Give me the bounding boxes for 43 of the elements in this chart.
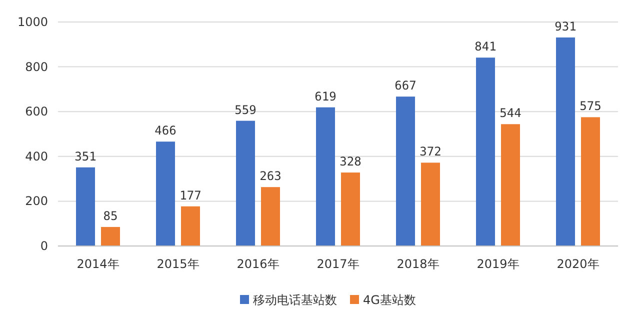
- bar: [76, 167, 95, 246]
- x-tick-label: 2016年: [236, 257, 280, 271]
- data-label: 544: [500, 106, 522, 120]
- y-tick-label: 800: [25, 60, 48, 74]
- bar: [501, 124, 520, 246]
- bar: [396, 96, 415, 246]
- bar: [156, 142, 175, 246]
- y-tick-label: 400: [25, 149, 48, 164]
- data-label: 619: [314, 89, 336, 104]
- data-label: 263: [260, 169, 282, 184]
- y-tick-label: 200: [25, 194, 48, 208]
- bar: [476, 58, 495, 246]
- data-label: 559: [234, 102, 256, 117]
- data-label: 575: [580, 99, 602, 114]
- legend-label: 移动电话基站数: [253, 293, 337, 307]
- x-tick-label: 2020年: [556, 257, 600, 271]
- bar: [421, 162, 440, 246]
- data-label: 841: [474, 40, 496, 54]
- x-tick-label: 2018年: [396, 257, 440, 271]
- data-label: 85: [103, 208, 118, 223]
- data-label: 466: [154, 124, 176, 138]
- data-label: 177: [180, 188, 202, 202]
- bar: [341, 172, 360, 246]
- bar: [261, 187, 280, 246]
- y-tick-label: 0: [40, 239, 48, 253]
- x-tick-label: 2019年: [476, 257, 520, 271]
- bar: [581, 117, 600, 246]
- bar: [181, 206, 200, 246]
- y-tick-label: 600: [25, 104, 48, 119]
- x-tick-label: 2015年: [156, 257, 200, 271]
- bar: [236, 120, 255, 246]
- bar: [316, 107, 335, 246]
- data-label: 372: [420, 144, 442, 159]
- data-label: 351: [74, 149, 96, 164]
- data-label: 328: [340, 154, 362, 169]
- data-label: 931: [554, 19, 576, 34]
- x-tick-label: 2014年: [76, 257, 120, 271]
- data-label: 667: [394, 78, 416, 93]
- x-tick-label: 2017年: [316, 257, 360, 271]
- y-tick-label: 1000: [17, 15, 48, 29]
- legend-label: 4G基站数: [363, 293, 416, 307]
- bar: [556, 37, 575, 246]
- bar: [101, 226, 120, 246]
